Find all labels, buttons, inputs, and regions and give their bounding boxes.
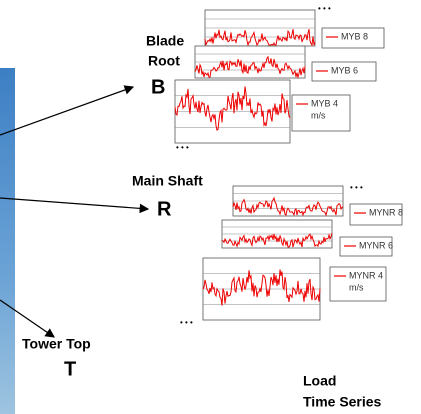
label: T xyxy=(64,358,76,380)
label: Main Shaft xyxy=(132,173,203,189)
diagram: Blade Root B Main Shaft R Tower Top T Lo… xyxy=(0,0,421,414)
legend-label: MYB 4 xyxy=(311,98,338,108)
label: Tower Top xyxy=(22,336,91,352)
label: Load xyxy=(303,373,336,389)
legend-label: MYB 8 xyxy=(341,31,368,41)
ellipsis: • • • xyxy=(318,4,331,13)
legend-label: MYNR 4 xyxy=(349,270,383,280)
ellipsis: • • • xyxy=(176,143,189,152)
legend-unit: m/s xyxy=(349,282,364,292)
legend-label: MYNR 6 xyxy=(359,240,393,250)
arrow xyxy=(0,87,133,135)
legend-label: MYNR 8 xyxy=(369,207,403,217)
label: Time Series xyxy=(303,394,382,410)
arrow xyxy=(0,198,148,209)
label: R xyxy=(157,198,172,220)
turbine-photo xyxy=(0,68,15,414)
ellipsis: • • • xyxy=(350,183,363,192)
legend-label: MYB 6 xyxy=(331,65,358,75)
ellipsis: • • • xyxy=(180,318,193,327)
label: B xyxy=(151,76,165,98)
label: Blade xyxy=(146,33,184,49)
label: Root xyxy=(148,53,180,69)
legend-unit: m/s xyxy=(311,110,326,120)
